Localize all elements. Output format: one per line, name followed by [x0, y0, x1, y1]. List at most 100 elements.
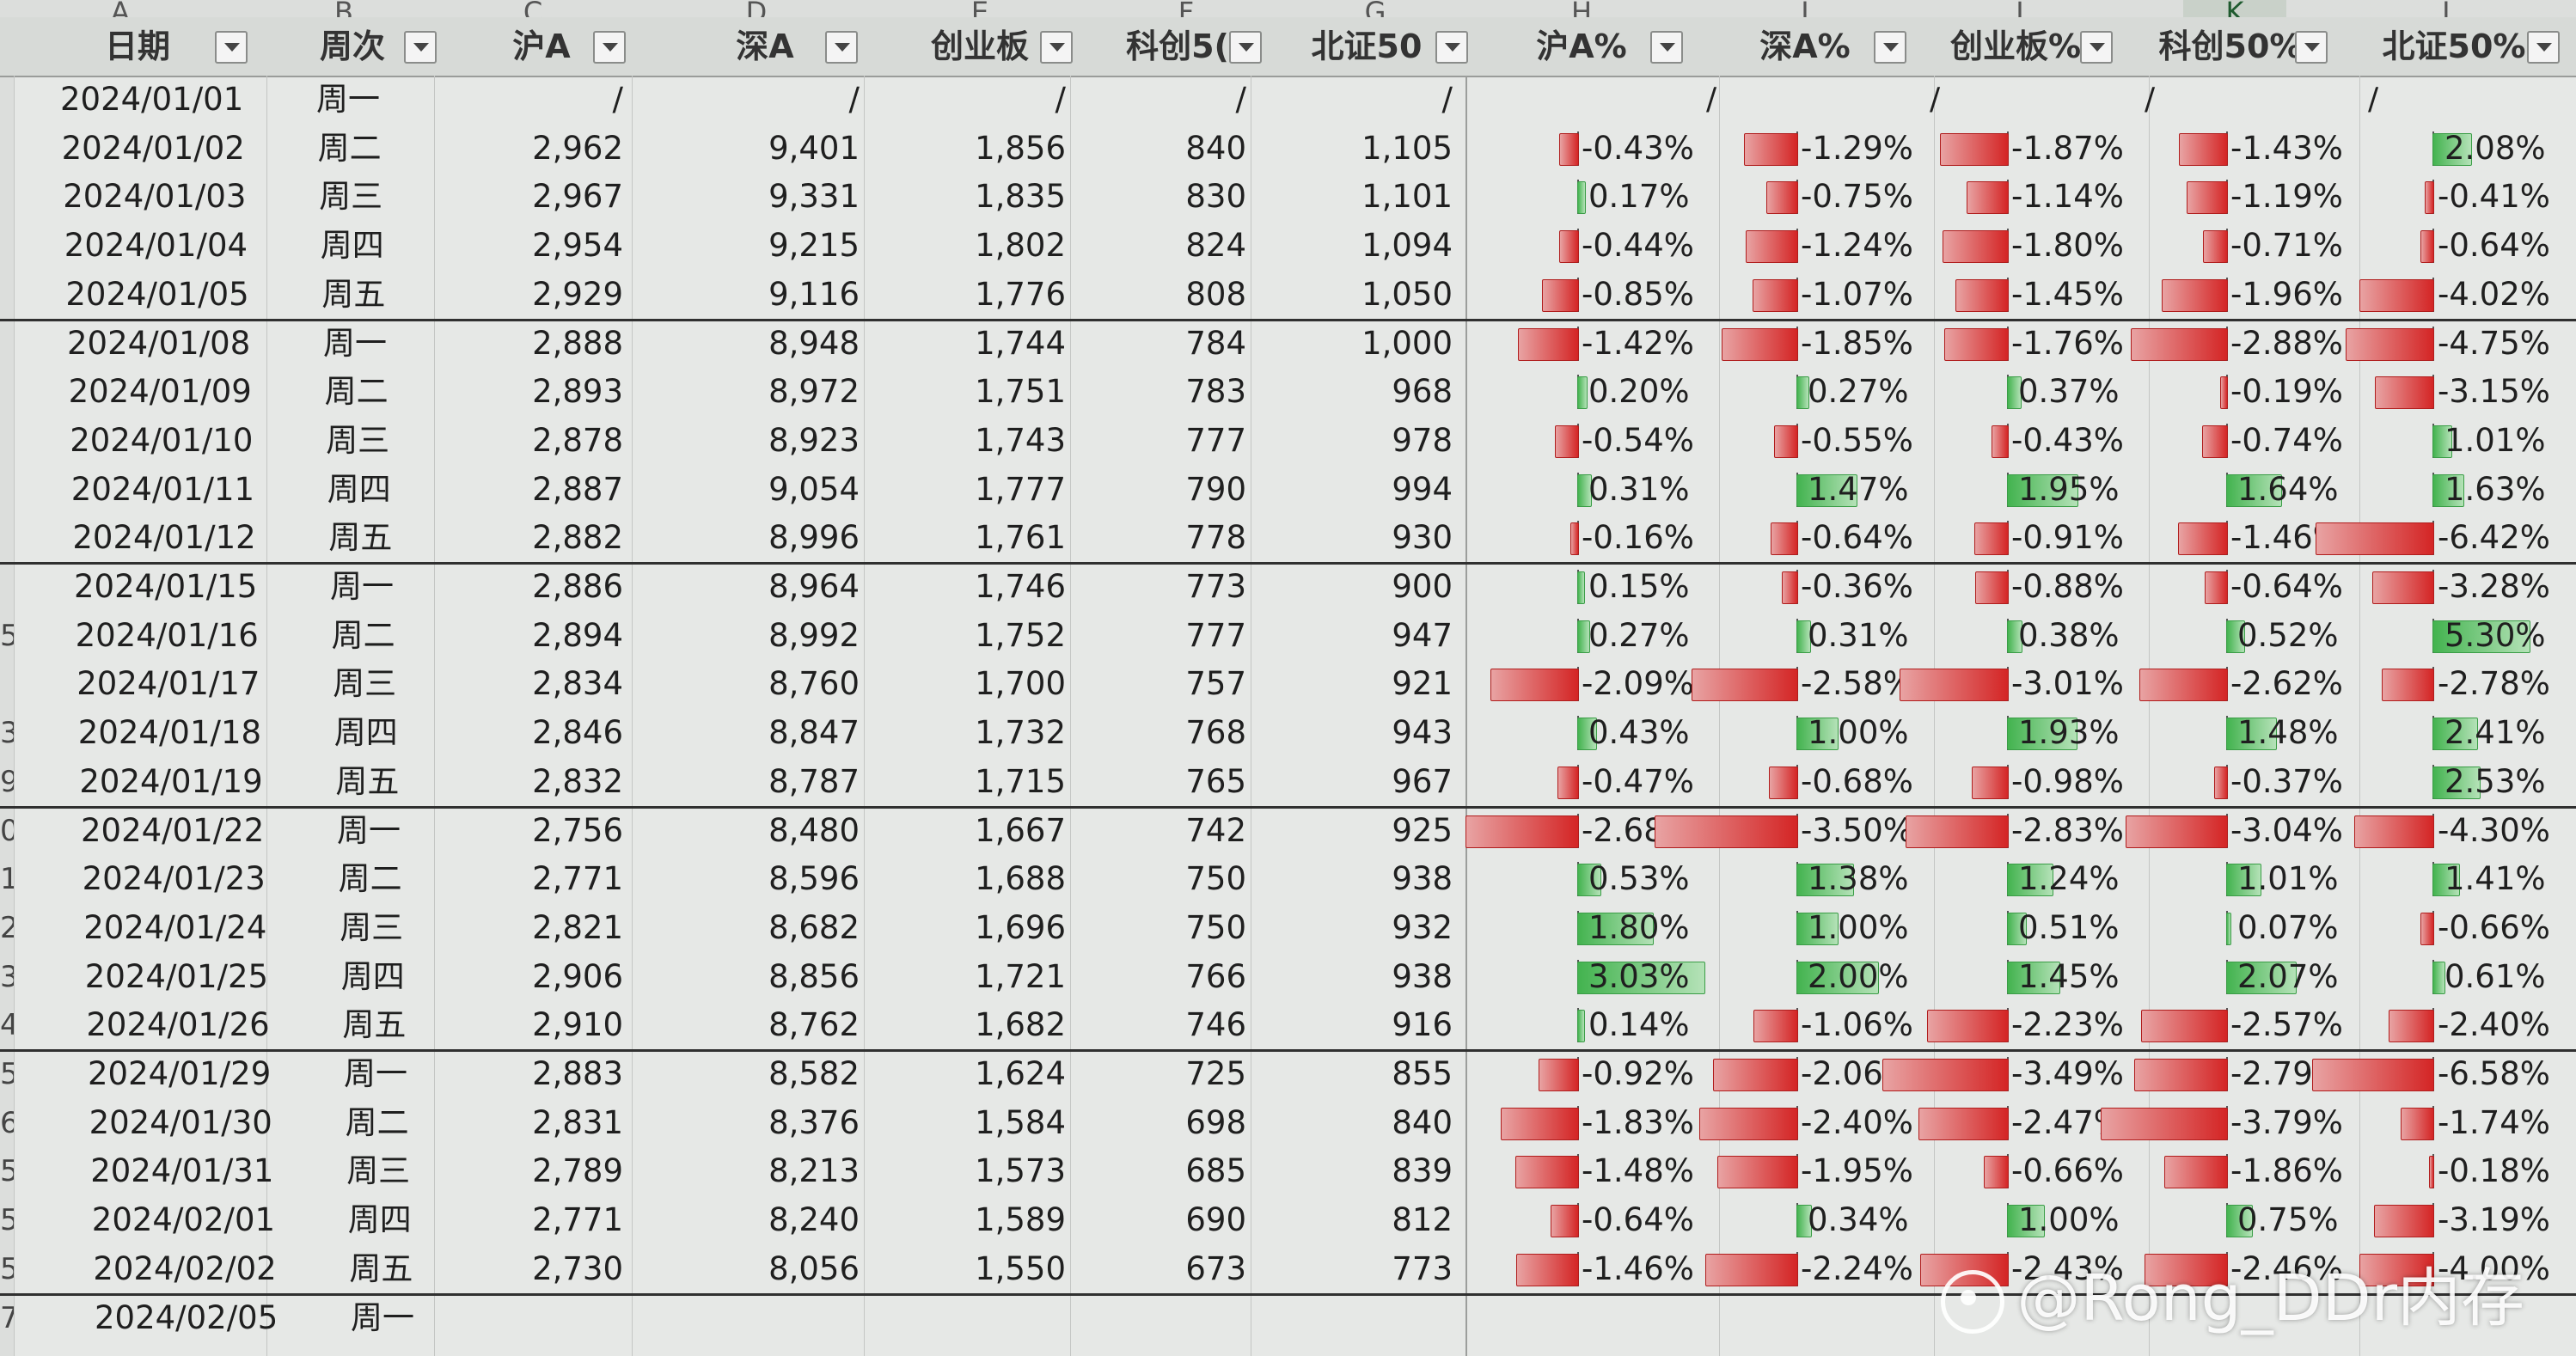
row-number[interactable]: 59	[0, 1251, 14, 1286]
filter-dropdown-kc_pct-icon[interactable]	[2295, 31, 2328, 64]
cell-percent[interactable]: -2.78%	[2438, 665, 2550, 703]
cell-percent[interactable]: -0.43%	[1582, 129, 1694, 167]
filter-dropdown-sh_pct-icon[interactable]	[1650, 31, 1683, 64]
cell-value[interactable]: 2,894	[532, 616, 623, 654]
cell-percent[interactable]: -3.01%	[2011, 665, 2124, 703]
cell-date[interactable]: 2024/01/09	[68, 373, 252, 411]
header-sz[interactable]: 深A	[736, 27, 794, 65]
cell-date[interactable]: 2024/01/31	[90, 1152, 274, 1190]
cell-value[interactable]: 2,882	[532, 519, 623, 557]
cell-value[interactable]: 916	[1392, 1006, 1453, 1044]
header-sh[interactable]: 沪A	[512, 27, 571, 65]
cell-percent[interactable]: -0.64%	[2438, 227, 2550, 265]
cell-value[interactable]: 2,756	[532, 811, 623, 849]
cell-weekday[interactable]: 周一	[323, 324, 387, 362]
cell-value[interactable]: 943	[1392, 714, 1453, 752]
cell-value[interactable]: 938	[1392, 957, 1453, 995]
table-row[interactable]: 57 2024/01/31 周三 2,789 8,213 1,573 685 839 -1.48…	[0, 1147, 2576, 1195]
cell-date[interactable]: 2024/02/02	[93, 1249, 277, 1287]
cell-percent[interactable]: -1.96%	[2230, 275, 2343, 313]
row-number[interactable]	[0, 514, 14, 562]
cell-value[interactable]: /	[848, 81, 860, 118]
cell-percent[interactable]: 0.61%	[2444, 957, 2546, 995]
cell-percent[interactable]: -0.47%	[1582, 762, 1694, 800]
cell-percent[interactable]: 0.14%	[1588, 1006, 1690, 1044]
cell-percent[interactable]: -2.43%	[2011, 1249, 2124, 1287]
cell-value[interactable]: 2,967	[532, 178, 623, 216]
cell-value[interactable]: 830	[1185, 178, 1246, 216]
cell-value[interactable]	[877, 1294, 1066, 1342]
cell-percent[interactable]: -3.28%	[2438, 568, 2550, 605]
cell-value[interactable]: 2,878	[532, 421, 623, 459]
cell-value[interactable]: 9,116	[768, 275, 860, 313]
cell-percent[interactable]: -0.64%	[1582, 1201, 1694, 1239]
cell-value[interactable]: 840	[1392, 1103, 1453, 1141]
cell-weekday[interactable]: 周一	[330, 568, 394, 605]
cell-weekday[interactable]: 周四	[333, 714, 398, 752]
cell-value[interactable]: 742	[1185, 811, 1246, 849]
cell-weekday[interactable]: 周一	[351, 1298, 414, 1336]
cell-value[interactable]: 900	[1392, 568, 1453, 605]
cell-percent[interactable]: -4.00%	[2438, 1249, 2550, 1287]
cell-percent[interactable]: -2.24%	[1801, 1249, 1913, 1287]
filter-dropdown-sz-icon[interactable]	[825, 31, 858, 64]
cell-value[interactable]: 1,744	[975, 324, 1066, 362]
column-letter-j[interactable]: J	[2016, 0, 2024, 24]
cell-value[interactable]: 2,886	[532, 568, 623, 605]
cell-value[interactable]: 690	[1185, 1201, 1246, 1239]
row-number[interactable]: 6	[0, 1105, 14, 1140]
cell-value[interactable]: 8,787	[768, 762, 860, 800]
cell-percent[interactable]: 1.01%	[2444, 421, 2546, 459]
cell-value[interactable]: 2,883	[532, 1055, 623, 1092]
cell-date[interactable]: 2024/01/08	[67, 324, 251, 362]
cell-percent[interactable]: 1.45%	[2018, 957, 2120, 995]
cell-percent[interactable]: -4.30%	[2438, 811, 2550, 849]
cell-percent[interactable]: -0.37%	[2230, 762, 2343, 800]
cell-date[interactable]: 2024/01/29	[88, 1055, 272, 1092]
cell-percent[interactable]: -0.91%	[2011, 519, 2124, 557]
header-cyb[interactable]: 创业板	[930, 27, 1029, 65]
cell-percent[interactable]: -4.02%	[2438, 275, 2550, 313]
cell-empty-marker[interactable]: /	[1930, 82, 1941, 117]
row-number[interactable]	[0, 76, 14, 124]
cell-percent[interactable]: 0.31%	[1588, 470, 1690, 508]
cell-value[interactable]: 8,948	[768, 324, 860, 362]
cell-value[interactable]: 1,715	[975, 762, 1066, 800]
cell-date[interactable]: 2024/01/03	[63, 178, 247, 216]
cell-percent[interactable]: -1.43%	[2230, 129, 2343, 167]
cell-value[interactable]: 2,887	[532, 470, 623, 508]
cell-value[interactable]: 8,480	[768, 811, 860, 849]
cell-percent[interactable]: 1.64%	[2237, 470, 2339, 508]
header-sh_pct[interactable]: 沪A%	[1536, 27, 1627, 65]
cell-percent[interactable]: 1.38%	[1808, 860, 1909, 898]
cell-percent[interactable]: -0.16%	[1582, 519, 1694, 557]
cell-percent[interactable]: 5.30%	[2444, 616, 2546, 654]
cell-value[interactable]: 2,832	[532, 762, 623, 800]
cell-percent[interactable]: -2.40%	[1801, 1103, 1913, 1141]
cell-value[interactable]: 1,721	[975, 957, 1066, 995]
column-letter-i[interactable]: I	[1801, 0, 1809, 24]
cell-value[interactable]: 2,888	[532, 324, 623, 362]
cell-weekday[interactable]: 周三	[346, 1152, 411, 1190]
cell-percent[interactable]: -0.19%	[2230, 373, 2343, 411]
cell-percent[interactable]: -0.74%	[2230, 421, 2343, 459]
cell-value[interactable]: 1,101	[1361, 178, 1453, 216]
cell-percent[interactable]: 0.27%	[1808, 373, 1909, 411]
cell-value[interactable]: 2,834	[532, 665, 623, 703]
cell-percent[interactable]: 1.47%	[1808, 470, 1909, 508]
cell-value[interactable]: 750	[1185, 860, 1246, 898]
cell-percent[interactable]: 0.37%	[2018, 373, 2120, 411]
cell-value[interactable]: 1,746	[975, 568, 1066, 605]
cell-value[interactable]: 2,910	[532, 1006, 623, 1044]
cell-percent[interactable]: -3.19%	[2438, 1201, 2550, 1239]
table-row[interactable]: 2024/01/03 周三 2,967 9,331 1,835 830 1,101 0.17%…	[0, 173, 2576, 221]
table-row[interactable]: 2024/01/17 周三 2,834 8,760 1,700 757 921 -2.09% -…	[0, 660, 2576, 708]
cell-value[interactable]: 777	[1185, 421, 1246, 459]
cell-weekday[interactable]: 周五	[342, 1006, 407, 1044]
cell-value[interactable]: 855	[1392, 1055, 1453, 1092]
row-number[interactable]: 2	[0, 910, 14, 945]
cell-percent[interactable]: -0.75%	[1801, 178, 1913, 216]
cell-value[interactable]: 2,906	[532, 957, 623, 995]
cell-value[interactable]: 2,929	[532, 275, 623, 313]
